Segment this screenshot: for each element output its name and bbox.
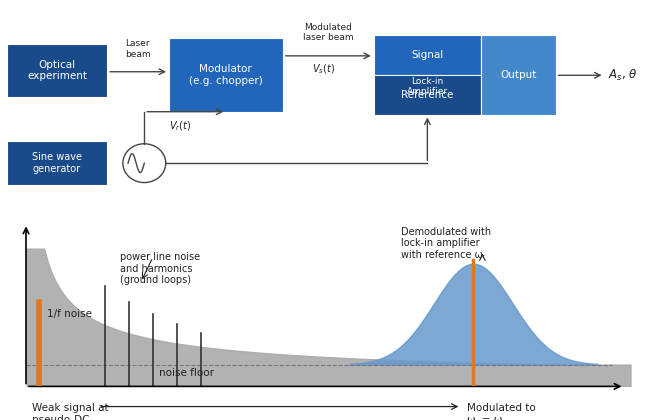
- Text: Laser
beam: Laser beam: [125, 39, 151, 59]
- Text: Signal: Signal: [411, 50, 443, 60]
- Text: Output: Output: [500, 70, 536, 80]
- FancyBboxPatch shape: [374, 75, 481, 115]
- Text: Sine wave
generator: Sine wave generator: [32, 152, 82, 174]
- Text: 1/f noise: 1/f noise: [47, 309, 92, 319]
- Text: Demodulated with
lock-in amplifier
with reference ωᵣ: Demodulated with lock-in amplifier with …: [401, 227, 491, 260]
- FancyBboxPatch shape: [374, 35, 481, 75]
- Text: noise floor: noise floor: [159, 368, 214, 378]
- Text: $V_r(t)$: $V_r(t)$: [169, 120, 191, 133]
- Text: power line noise
and harmonics
(ground loops): power line noise and harmonics (ground l…: [120, 252, 200, 285]
- FancyBboxPatch shape: [6, 141, 107, 185]
- FancyBboxPatch shape: [6, 44, 107, 97]
- Text: $A_s$, $\theta$: $A_s$, $\theta$: [608, 68, 638, 83]
- FancyBboxPatch shape: [481, 35, 556, 115]
- Text: Reference: Reference: [401, 90, 454, 100]
- Text: Lock-in
Amplifier: Lock-in Amplifier: [407, 77, 448, 96]
- Text: Modulator
(e.g. chopper): Modulator (e.g. chopper): [189, 64, 263, 86]
- FancyBboxPatch shape: [169, 38, 283, 112]
- Text: Modulated to
ωᵣ = ωₛ: Modulated to ωᵣ = ωₛ: [467, 403, 536, 420]
- Text: Optical
experiment: Optical experiment: [27, 60, 87, 81]
- Text: Weak signal at
pseudo-DC: Weak signal at pseudo-DC: [32, 403, 109, 420]
- Text: Modulated
laser beam: Modulated laser beam: [303, 23, 354, 42]
- Text: $V_s(t)$: $V_s(t)$: [312, 63, 335, 76]
